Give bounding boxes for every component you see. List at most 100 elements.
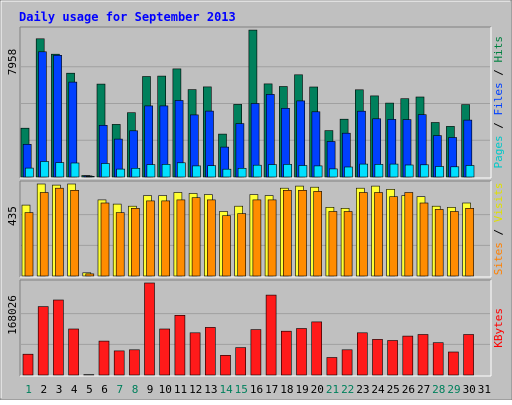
- bar-sites-day-8: [131, 208, 139, 276]
- bar-kbytes-day-7: [114, 351, 124, 375]
- bar-pages-day-29: [451, 167, 459, 177]
- bar-pages-day-12: [193, 166, 201, 177]
- legend-label-top: Pages / Files / Hits: [492, 36, 505, 169]
- bar-pages-day-24: [375, 164, 383, 177]
- day-label-8: 8: [132, 383, 139, 396]
- bar-sites-day-15: [238, 214, 246, 276]
- bar-sites-day-30: [466, 208, 474, 276]
- bar-sites-day-16: [253, 200, 261, 276]
- bar-kbytes-day-15: [236, 348, 246, 375]
- bar-kbytes-day-18: [281, 331, 291, 375]
- day-label-15: 15: [235, 383, 248, 396]
- bar-pages-day-28: [436, 167, 444, 178]
- bar-pages-day-17: [269, 165, 277, 177]
- legend-label-middle: Sites / Visits: [492, 182, 505, 275]
- bar-kbytes-day-13: [205, 327, 215, 375]
- bar-pages-day-11: [177, 163, 185, 177]
- day-label-2: 2: [40, 383, 47, 396]
- day-label-28: 28: [432, 383, 445, 396]
- day-label-21: 21: [326, 383, 339, 396]
- bar-kbytes-day-14: [221, 355, 231, 375]
- bar-kbytes-day-27: [418, 335, 428, 376]
- bar-files-day-3: [54, 55, 62, 177]
- bar-pages-day-20: [314, 166, 322, 177]
- day-label-9: 9: [147, 383, 154, 396]
- bar-pages-day-9: [147, 165, 155, 177]
- day-label-17: 17: [265, 383, 278, 396]
- bar-files-day-2: [38, 52, 46, 177]
- bar-pages-day-3: [56, 163, 64, 177]
- day-label-31: 31: [478, 383, 491, 396]
- chart-title: Daily usage for September 2013: [19, 10, 236, 24]
- bar-kbytes-day-21: [327, 358, 337, 376]
- bar-sites-day-1: [25, 213, 33, 276]
- bar-pages-day-27: [420, 165, 428, 177]
- bar-sites-day-17: [268, 200, 276, 276]
- day-label-13: 13: [204, 383, 217, 396]
- bar-sites-day-26: [405, 193, 413, 277]
- bar-kbytes-day-28: [433, 343, 443, 375]
- day-label-27: 27: [417, 383, 430, 396]
- day-label-18: 18: [280, 383, 293, 396]
- day-label-26: 26: [402, 383, 415, 396]
- day-label-24: 24: [371, 383, 385, 396]
- legend-part: KBytes: [492, 308, 505, 348]
- bar-pages-day-15: [238, 168, 246, 177]
- bar-sites-day-25: [390, 197, 398, 276]
- panel-top: 7958 Pages / Files / Hits: [6, 27, 505, 178]
- bar-sites-day-6: [101, 203, 109, 276]
- day-label-22: 22: [341, 383, 354, 396]
- bar-kbytes-day-9: [145, 283, 155, 375]
- bar-kbytes-day-11: [175, 315, 185, 375]
- day-label-11: 11: [174, 383, 187, 396]
- bar-sites-day-11: [177, 200, 185, 276]
- bar-pages-day-10: [162, 164, 170, 177]
- bar-sites-day-4: [71, 190, 79, 276]
- bar-pages-day-6: [101, 164, 109, 178]
- bar-sites-day-2: [40, 193, 48, 277]
- bar-sites-day-19: [299, 190, 307, 276]
- bar-kbytes-day-22: [342, 350, 352, 375]
- bar-pages-day-26: [405, 165, 413, 177]
- max-label-bottom: 168026: [6, 295, 19, 335]
- legend-part: /: [492, 116, 505, 136]
- bar-sites-day-23: [359, 193, 367, 277]
- bar-sites-day-22: [344, 212, 352, 277]
- bar-sites-day-24: [375, 193, 383, 277]
- legend-part: Visits: [492, 182, 505, 222]
- day-label-16: 16: [250, 383, 263, 396]
- bar-pages-day-8: [132, 168, 140, 177]
- legend-label-bottom: KBytes: [492, 308, 505, 348]
- day-label-30: 30: [463, 383, 476, 396]
- bar-pages-day-21: [329, 169, 337, 177]
- bar-pages-day-23: [360, 164, 368, 177]
- bar-pages-day-13: [208, 166, 216, 177]
- day-label-7: 7: [116, 383, 123, 396]
- bar-sites-day-20: [314, 191, 322, 276]
- bar-sites-day-18: [283, 190, 291, 276]
- bar-kbytes-day-30: [464, 335, 474, 376]
- bar-kbytes-day-6: [99, 341, 109, 375]
- day-label-12: 12: [189, 383, 202, 396]
- bar-kbytes-day-25: [388, 341, 398, 376]
- bar-kbytes-day-19: [297, 329, 307, 376]
- bar-kbytes-day-26: [403, 336, 413, 375]
- bar-kbytes-day-29: [448, 352, 458, 375]
- bar-pages-day-5: [86, 176, 94, 177]
- bar-kbytes-day-17: [266, 295, 276, 375]
- legend-part: Hits: [492, 36, 505, 63]
- bar-kbytes-day-10: [160, 329, 170, 375]
- bar-pages-day-25: [390, 164, 398, 177]
- bar-sites-day-29: [450, 212, 458, 277]
- bar-kbytes-day-2: [38, 307, 48, 375]
- bar-pages-day-2: [41, 162, 49, 178]
- day-label-5: 5: [86, 383, 93, 396]
- max-label-top: 7958: [6, 49, 19, 76]
- legend-part: Pages: [492, 135, 505, 168]
- bar-kbytes-day-3: [53, 300, 63, 375]
- bar-kbytes-day-24: [373, 339, 383, 375]
- bar-kbytes-day-20: [312, 322, 322, 375]
- day-label-14: 14: [219, 383, 233, 396]
- bar-sites-day-12: [192, 198, 200, 276]
